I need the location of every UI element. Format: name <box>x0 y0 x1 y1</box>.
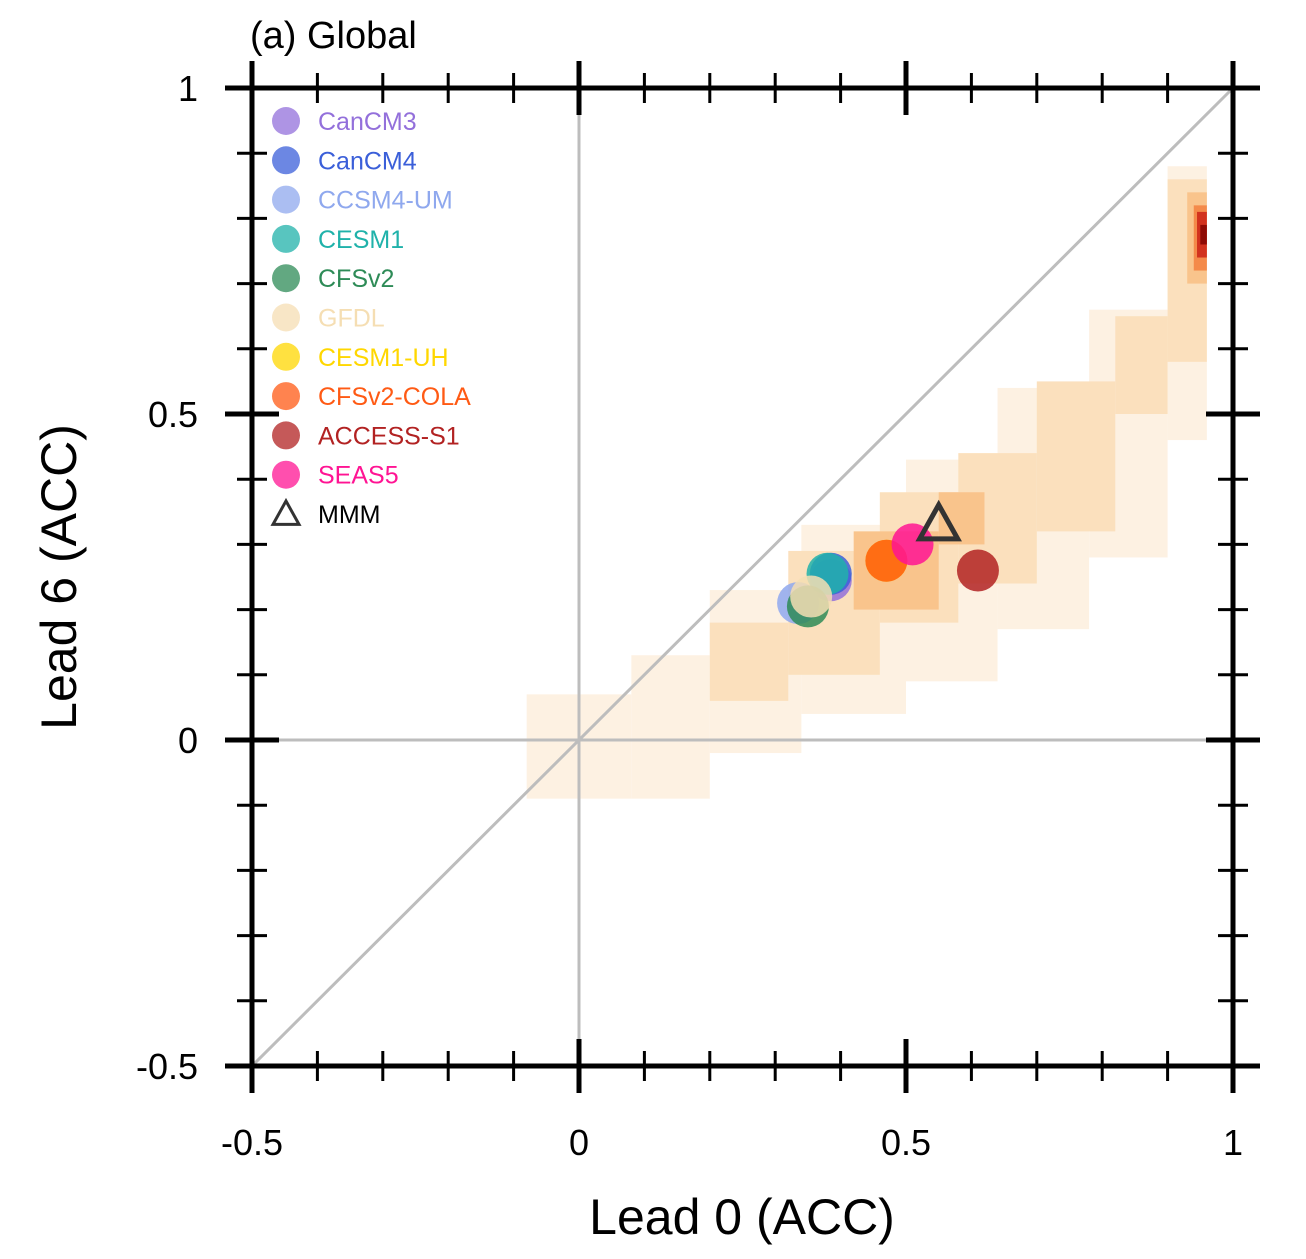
legend-item: CanCM3 <box>272 107 417 136</box>
legend-marker <box>272 107 300 135</box>
reference-lines <box>250 86 1235 1068</box>
legend-item: SEAS5 <box>272 460 399 490</box>
legend-marker <box>272 342 300 371</box>
legend-label: SEAS5 <box>318 462 399 490</box>
x-axis-label: Lead 0 (ACC) <box>589 1189 895 1245</box>
legend-label: GFDL <box>318 305 385 333</box>
y-tick-label: 0.5 <box>148 394 198 435</box>
legend-marker <box>272 185 300 214</box>
data-points <box>777 499 999 628</box>
legend: CanCM3 CanCM4 CCSM4-UM CESM1 CFSv2 GFDL CESM1-… <box>270 107 471 529</box>
legend-item: GFDL <box>272 303 385 333</box>
plot-border <box>249 85 1236 1069</box>
density-cell-1 <box>631 655 710 799</box>
y-tick-label: 0 <box>178 720 198 761</box>
point-gfdl <box>790 575 833 618</box>
legend-marker <box>272 264 300 293</box>
legend-label: ACCESS-S1 <box>318 422 460 450</box>
density-cell-20 <box>1200 224 1207 245</box>
legend-item: MMM <box>270 497 380 529</box>
x-tick-label: 1 <box>1223 1122 1243 1163</box>
point-access-s1 <box>956 549 999 592</box>
y-axis-label: Lead 6 (ACC) <box>31 424 87 730</box>
density-cell-8 <box>709 622 789 701</box>
plot-frame <box>249 85 1236 1069</box>
x-tick-label: 0.5 <box>881 1122 931 1163</box>
x-tick-label: -0.5 <box>221 1122 283 1163</box>
point-mmm <box>915 499 962 542</box>
y-tick-label: 1 <box>178 68 198 109</box>
legend-item: CCSM4-UM <box>272 185 453 215</box>
y-tick-label: -0.5 <box>136 1046 198 1087</box>
axis-ticks <box>225 61 1260 1093</box>
legend-label: MMM <box>318 501 380 529</box>
legend-marker <box>272 421 300 450</box>
legend-label: CanCM4 <box>318 147 417 175</box>
legend-marker <box>272 382 300 411</box>
legend-label: CanCM3 <box>318 108 417 136</box>
tick-labels: -0.5 0 0.5 1 -0.5 0 0.5 1 <box>136 68 1243 1163</box>
density-cell-12 <box>1036 381 1116 532</box>
legend-label: CESM1 <box>318 226 404 254</box>
legend-item: CanCM4 <box>272 146 417 175</box>
x-tick-label: 0 <box>569 1122 589 1163</box>
legend-label: CESM1-UH <box>318 344 449 372</box>
legend-item: CFSv2 <box>272 264 394 293</box>
legend-marker-triangle <box>270 497 302 526</box>
legend-item: ACCESS-S1 <box>272 421 460 450</box>
legend-marker <box>272 224 300 253</box>
legend-item: CESM1-UH <box>272 342 449 372</box>
legend-marker <box>272 460 300 489</box>
legend-item: CFSv2-COLA <box>272 382 471 411</box>
legend-item: CESM1 <box>272 224 404 254</box>
chart-title: (a) Global <box>250 15 417 57</box>
density-heatmap <box>526 166 1207 799</box>
legend-label: CFSv2-COLA <box>318 383 471 411</box>
legend-label: CCSM4-UM <box>318 187 453 215</box>
legend-marker <box>272 303 300 332</box>
ref-line-diagonal <box>250 86 1235 1068</box>
legend-label: CFSv2 <box>318 265 394 293</box>
density-cell-13 <box>1115 316 1168 414</box>
legend-marker <box>272 146 300 175</box>
